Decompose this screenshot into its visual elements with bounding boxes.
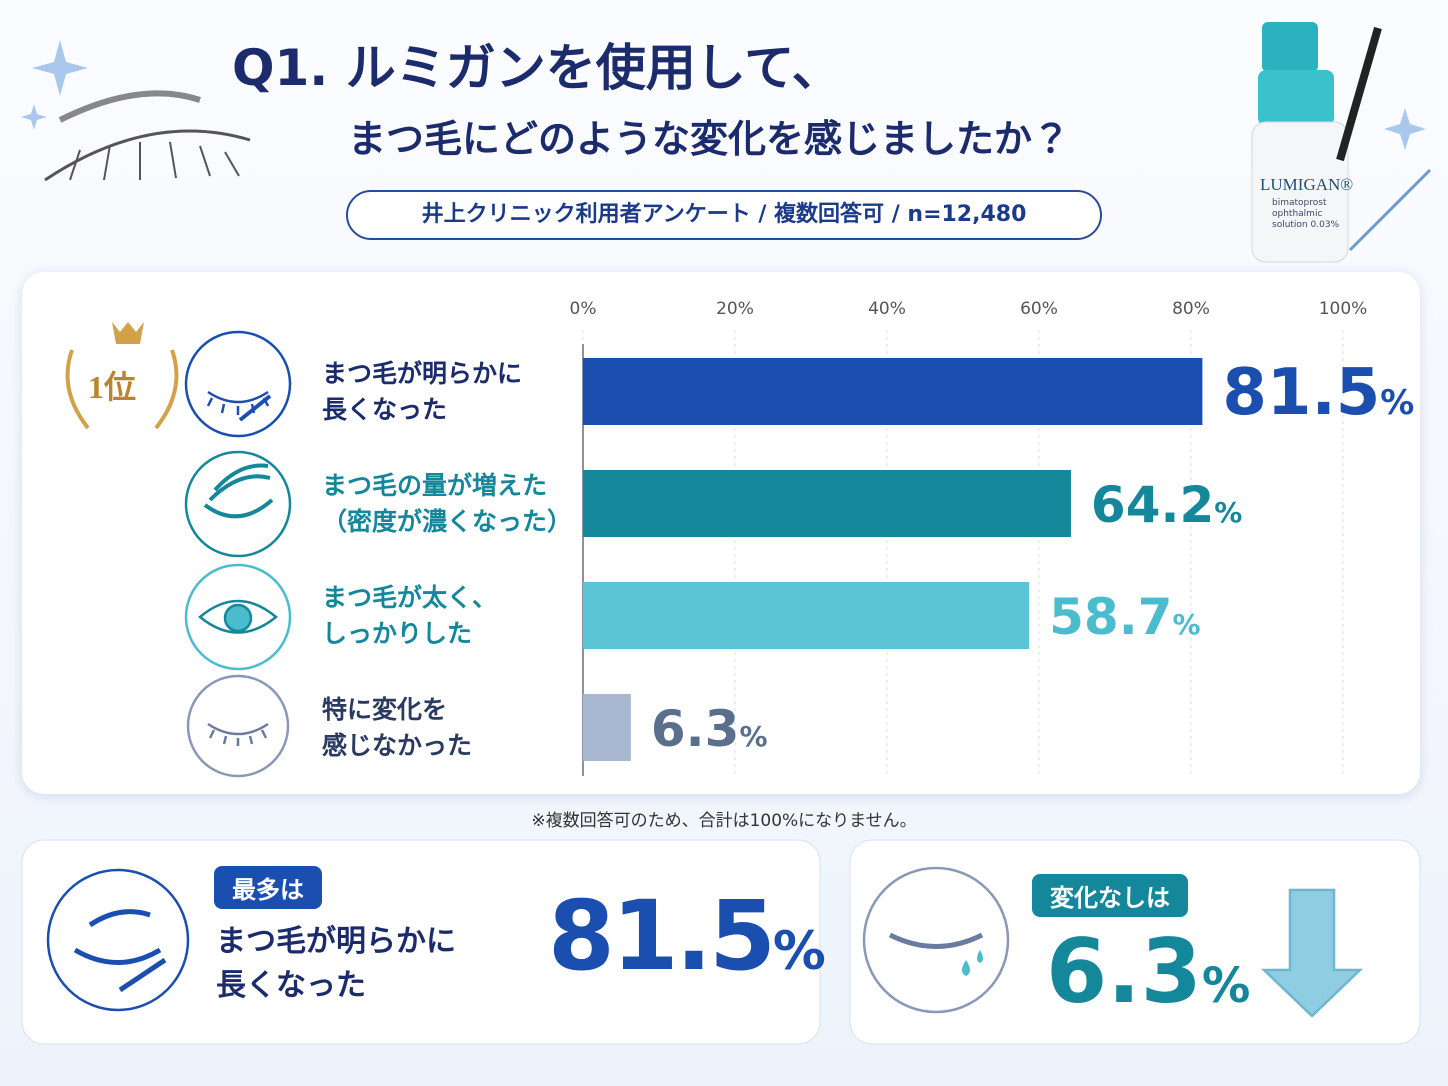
- summary-badge: 変化なしは: [1032, 874, 1188, 917]
- x-tick-label: 60%: [1020, 299, 1058, 319]
- category-label: まつ毛の量が増えた （密度が濃くなった）: [322, 471, 573, 536]
- rank-badge: 1位: [88, 369, 137, 405]
- title: まつ毛にどのような変化を感じましたか？: [348, 117, 1071, 161]
- category-label: まつ毛が太く、 しっかりした: [322, 583, 498, 648]
- x-tick-label: 80%: [1172, 299, 1210, 319]
- summary-badge: 最多は: [214, 866, 322, 909]
- value-label: 58.7%: [1049, 588, 1200, 646]
- note: ※複数回答可のため、合計は100%になりません。: [531, 811, 917, 831]
- product-bottle: [1251, 22, 1432, 263]
- category-label: まつ毛が明らかに 長くなった: [322, 359, 523, 424]
- x-tick-label: 100%: [1319, 299, 1368, 319]
- value-label: 6.3%: [651, 700, 768, 758]
- icons: [46, 330, 1364, 1018]
- value-label: 81.5%: [1222, 356, 1414, 430]
- summary-value: 6.3%: [1046, 920, 1251, 1023]
- value-label: 64.2%: [1091, 476, 1242, 534]
- bar: [583, 694, 631, 761]
- bar: [583, 470, 1071, 537]
- bar: [583, 582, 1030, 649]
- x-tick-label: 40%: [868, 299, 906, 319]
- laurel: [65, 322, 179, 430]
- decor: [21, 40, 1426, 150]
- x-tick-label: 20%: [716, 299, 754, 319]
- summary-value: 81.5%: [548, 880, 826, 992]
- product-description: bimatoprost ophthalmic solution 0.03%: [1272, 198, 1340, 230]
- title: Q1. ルミガンを使用して、: [232, 39, 842, 97]
- category-label: 特に変化を 感じなかった: [322, 695, 473, 760]
- survey-label: 井上クリニック利用者アンケート / 複数回答可 / n=12,480: [346, 190, 1102, 240]
- product-brand: LUMIGAN®: [1260, 175, 1354, 194]
- eye-illustration: [44, 90, 251, 182]
- summary-card: [849, 839, 1421, 1045]
- summary-label: まつ毛が明らかに 長くなった: [216, 924, 456, 1003]
- x-tick-label: 0%: [570, 299, 597, 319]
- bar: [583, 358, 1203, 425]
